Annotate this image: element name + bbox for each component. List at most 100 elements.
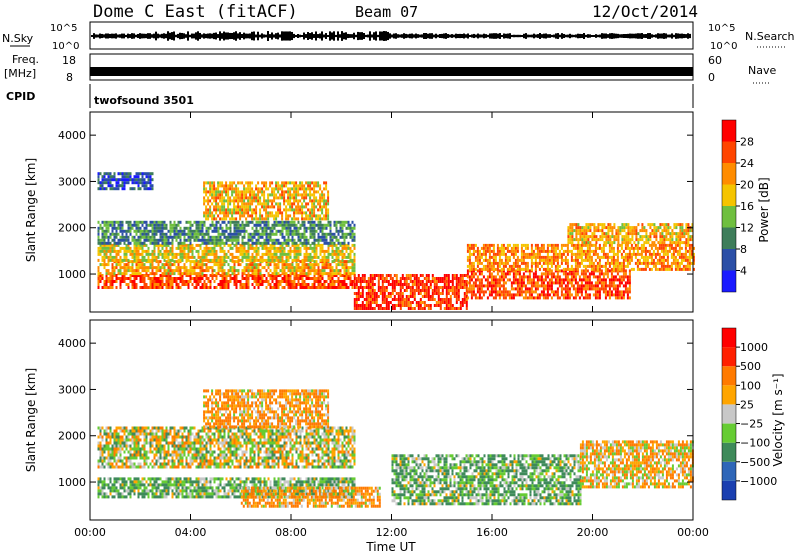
- heatmap-cell: [586, 249, 589, 253]
- heatmap-cell: [99, 246, 102, 250]
- heatmap-cell: [127, 246, 130, 250]
- heatmap-cell: [419, 292, 422, 295]
- nsky-bar: [139, 33, 141, 39]
- heatmap-cell: [291, 205, 294, 209]
- heatmap-cell: [335, 255, 338, 259]
- heatmap-cell: [347, 266, 350, 270]
- heatmap-cell: [319, 235, 322, 239]
- heatmap-cell: [113, 232, 116, 236]
- heatmap-cell: [133, 286, 136, 289]
- heatmap-cell: [137, 226, 140, 230]
- heatmap-cell: [115, 258, 118, 262]
- heatmap-cell: [568, 249, 571, 253]
- heatmap-cell: [307, 181, 310, 185]
- heatmap-cell: [233, 223, 236, 227]
- heatmap-cell: [219, 211, 222, 215]
- heatmap-cell: [221, 272, 224, 276]
- heatmap-cell: [281, 226, 284, 230]
- heatmap-cell: [371, 307, 374, 310]
- heatmap-cell: [546, 272, 549, 276]
- heatmap-cell: [526, 252, 529, 256]
- heatmap-cell: [478, 281, 481, 285]
- heatmap-cell: [97, 175, 100, 179]
- heatmap-cell: [303, 286, 306, 289]
- heatmap-cell: [560, 246, 563, 250]
- heatmap-cell: [538, 278, 541, 282]
- heatmap-cell: [153, 283, 156, 286]
- heatmap-cell: [213, 235, 216, 239]
- heatmap-cell: [239, 205, 242, 209]
- heatmap-cell: [401, 304, 404, 307]
- heatmap-cell: [223, 208, 226, 212]
- heatmap-cell: [197, 274, 200, 277]
- heatmap-cell: [245, 286, 248, 289]
- heatmap-cell: [231, 199, 234, 203]
- heatmap-cell: [175, 252, 178, 256]
- heatmap-cell: [119, 220, 122, 224]
- heatmap-cell: [273, 205, 276, 209]
- heatmap-cell: [323, 235, 326, 239]
- heatmap-cell: [295, 196, 298, 200]
- heatmap-cell: [347, 220, 350, 224]
- heatmap-cell: [417, 277, 420, 280]
- heatmap-cell: [389, 295, 392, 298]
- heatmap-cell: [269, 205, 272, 209]
- heatmap-cell: [237, 280, 240, 283]
- heatmap-cell: [143, 229, 146, 233]
- heatmap-cell: [572, 246, 575, 250]
- heatmap-cell: [283, 238, 286, 242]
- heatmap-cell: [235, 241, 238, 245]
- heatmap-cell: [291, 196, 294, 200]
- heatmap-cell: [249, 184, 252, 188]
- heatmap-cell: [229, 232, 232, 236]
- heatmap-cell: [235, 226, 238, 230]
- heatmap-cell: [343, 252, 346, 256]
- heatmap-cell: [628, 278, 631, 282]
- heatmap-cell: [247, 269, 250, 273]
- heatmap-cell: [111, 280, 114, 283]
- heatmap-cell: [321, 274, 324, 277]
- heatmap-cell: [343, 277, 346, 280]
- heatmap-cell: [181, 229, 184, 233]
- heatmap-cell: [157, 243, 160, 247]
- heatmap-cell: [237, 181, 240, 185]
- heatmap-cell: [135, 272, 138, 276]
- heatmap-cell: [413, 295, 416, 298]
- heatmap-cell: [237, 226, 240, 230]
- nsky-bar: [279, 34, 281, 38]
- heatmap-cell: [325, 266, 328, 270]
- heatmap-cell: [419, 304, 422, 307]
- heatmap-cell: [287, 232, 290, 236]
- heatmap-cell: [299, 277, 302, 280]
- heatmap-cell: [277, 263, 280, 267]
- heatmap-cell: [133, 249, 136, 253]
- nsky-bar: [491, 33, 493, 39]
- heatmap-cell: [175, 255, 178, 259]
- heatmap-cell: [253, 193, 256, 197]
- heatmap-cell: [309, 208, 312, 212]
- heatmap-cell: [287, 181, 290, 185]
- heatmap-cell: [604, 255, 607, 259]
- heatmap-cell: [143, 266, 146, 270]
- nsky-bar: [629, 33, 631, 39]
- heatmap-cell: [321, 217, 324, 221]
- heatmap-cell: [99, 263, 102, 267]
- heatmap-cell: [271, 238, 274, 242]
- heatmap-cell: [289, 202, 292, 206]
- heatmap-cell: [451, 307, 454, 310]
- heatmap-cell: [295, 205, 298, 209]
- heatmap-cell: [103, 243, 106, 247]
- heatmap-cell: [612, 281, 615, 285]
- heatmap-cell: [109, 235, 112, 239]
- heatmap-cell: [542, 284, 545, 288]
- heatmap-cell: [247, 232, 250, 236]
- heatmap-cell: [289, 187, 292, 191]
- heatmap-cell: [542, 249, 545, 253]
- heatmap-cell: [329, 274, 332, 277]
- heatmap-cell: [291, 235, 294, 239]
- heatmap-cell: [183, 246, 186, 250]
- heatmap-cell: [183, 241, 186, 245]
- heatmap-cell: [584, 284, 587, 288]
- heatmap-cell: [155, 286, 158, 289]
- heatmap-cell: [586, 284, 589, 288]
